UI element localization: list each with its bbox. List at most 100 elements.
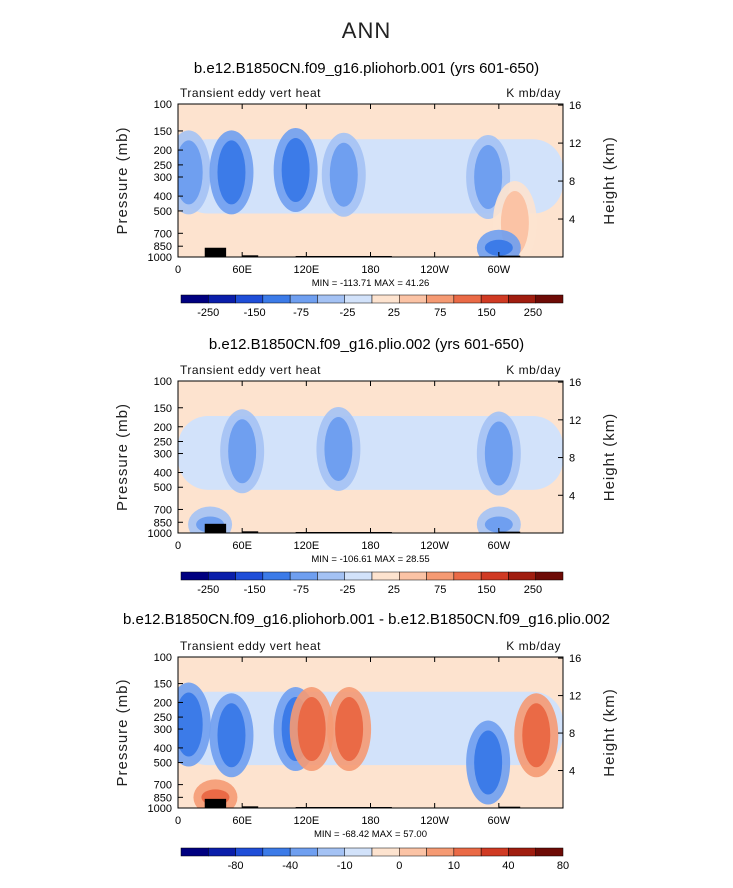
colorbar-swatch	[480, 294, 509, 304]
min-max-label: MIN = -68.42 MAX = 57.00	[314, 829, 427, 840]
pressure-tick-label: 200	[154, 697, 172, 709]
colorbar-swatch	[453, 847, 482, 857]
colorbar-swatch	[399, 294, 427, 304]
pressure-tick-label: 1000	[148, 528, 172, 540]
colorbar-label: -75	[293, 307, 309, 319]
colorbar-swatch	[208, 847, 236, 857]
colorbar-swatch	[508, 294, 536, 304]
topography	[498, 806, 521, 808]
contour-core	[484, 239, 513, 256]
contour-core	[297, 697, 326, 762]
lon-tick-label: 60W	[488, 815, 511, 827]
colorbar-swatch	[371, 294, 400, 304]
colorbar-swatch	[180, 571, 209, 581]
height-tick-label: 16	[569, 377, 581, 389]
pressure-tick-label: 100	[154, 99, 172, 111]
height-tick-label: 12	[569, 138, 581, 150]
contour-core	[178, 692, 203, 757]
colorbar-swatch	[344, 847, 373, 857]
y-axis-label: Pressure (mb)	[114, 403, 131, 511]
page-title: ANN	[341, 18, 392, 43]
colorbar-swatch	[508, 571, 536, 581]
lon-tick-label: 180	[361, 540, 379, 552]
colorbar-swatch	[426, 294, 455, 304]
lon-tick-label: 120W	[420, 815, 449, 827]
colorbar-label: 0	[396, 860, 402, 872]
pressure-tick-label: 400	[154, 468, 172, 480]
contour-core	[324, 416, 353, 481]
colorbar-label: 25	[388, 307, 400, 319]
panel-2-title: b.e12.B1850CN.f09_g16.plio.002 (yrs 601-…	[208, 336, 525, 353]
colorbar-swatch	[317, 571, 345, 581]
topography	[498, 531, 521, 533]
topography	[242, 531, 259, 533]
topography	[242, 806, 259, 808]
colorbar-swatch	[289, 847, 318, 857]
colorbar-swatch	[317, 847, 345, 857]
contour-core	[281, 137, 310, 202]
colorbar-swatch	[426, 847, 455, 857]
units-label: K mb/day	[506, 363, 561, 377]
colorbar-swatch	[535, 294, 564, 304]
lon-tick-label: 120E	[293, 264, 319, 276]
lon-tick-label: 0	[175, 540, 181, 552]
contour-band	[178, 416, 563, 490]
lon-tick-label: 120W	[420, 264, 449, 276]
lon-tick-label: 180	[361, 815, 379, 827]
colorbar-swatch	[344, 571, 373, 581]
colorbar-swatch	[344, 294, 373, 304]
pressure-tick-label: 250	[154, 160, 172, 172]
pressure-tick-label: 400	[154, 743, 172, 755]
colorbar-label: -10	[337, 860, 353, 872]
topography	[204, 247, 227, 257]
y2-axis-label: Height (km)	[601, 413, 618, 502]
contour-core	[522, 703, 551, 768]
colorbar-label: 80	[557, 860, 569, 872]
pressure-tick-label: 250	[154, 436, 172, 448]
colorbar-label: 150	[477, 584, 495, 596]
pressure-tick-label: 150	[154, 403, 172, 415]
pressure-tick-label: 150	[154, 679, 172, 691]
colorbar-swatch	[399, 571, 427, 581]
variable-label: Transient eddy vert heat	[180, 86, 321, 100]
colorbar-swatch	[453, 571, 482, 581]
topography	[242, 255, 259, 257]
colorbar-label: 250	[524, 584, 542, 596]
panel-3-title: b.e12.B1850CN.f09_g16.pliohorb.001 - b.e…	[122, 611, 611, 628]
height-tick-label: 8	[569, 176, 575, 188]
colorbar-label: -75	[293, 584, 309, 596]
min-max-label: MIN = -113.71 MAX = 41.26	[312, 278, 430, 289]
lon-tick-label: 120E	[293, 815, 319, 827]
y2-axis-label: Height (km)	[601, 688, 618, 777]
colorbar-label: 75	[434, 307, 446, 319]
y-axis-label: Pressure (mb)	[114, 678, 131, 786]
height-tick-label: 4	[569, 214, 575, 226]
colorbar-swatch	[262, 847, 291, 857]
lon-tick-label: 60E	[232, 540, 252, 552]
lon-tick-label: 0	[175, 815, 181, 827]
min-max-label: MIN = -106.61 MAX = 28.55	[311, 554, 429, 565]
pressure-tick-label: 100	[154, 652, 172, 664]
pressure-tick-label: 500	[154, 758, 172, 770]
units-label: K mb/day	[506, 86, 561, 100]
colorbar-swatch	[289, 294, 318, 304]
colorbar-swatch	[453, 294, 482, 304]
colorbar-label: -40	[282, 860, 298, 872]
lon-tick-label: 60W	[488, 540, 511, 552]
colorbar-swatch	[235, 294, 264, 304]
pressure-tick-label: 400	[154, 191, 172, 203]
contour-core	[484, 421, 513, 486]
colorbar-swatch	[535, 571, 564, 581]
colorbar-label: -250	[197, 307, 219, 319]
y2-axis-label: Height (km)	[601, 136, 618, 225]
colorbar-swatch	[208, 571, 236, 581]
contour-band	[178, 139, 563, 214]
pressure-tick-label: 700	[154, 504, 172, 516]
colorbar-label: 25	[388, 584, 400, 596]
pressure-tick-label: 300	[154, 449, 172, 461]
height-tick-label: 8	[569, 453, 575, 465]
